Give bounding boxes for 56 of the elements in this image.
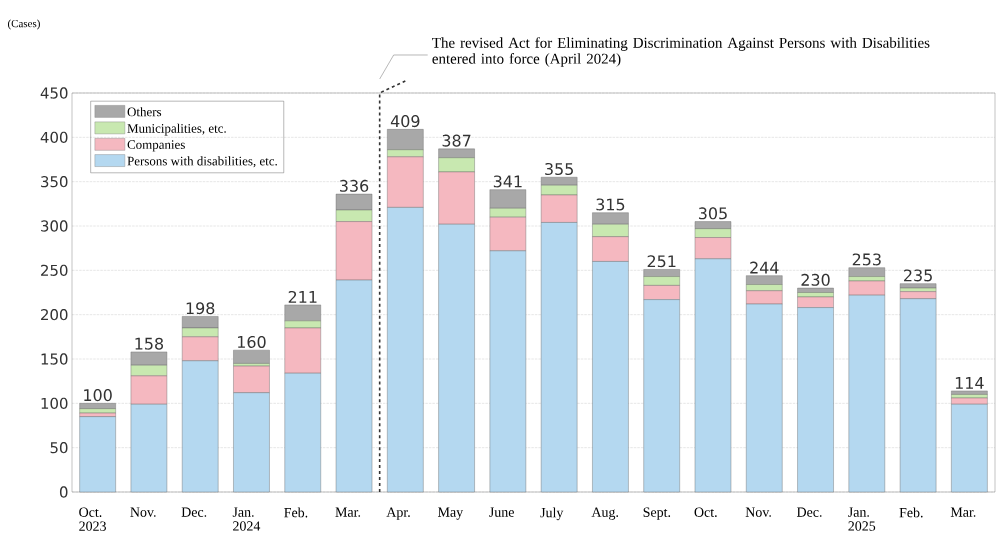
bar [951,390,988,395]
y-tick-label: 100 [41,397,68,409]
total-label: 251 [647,255,676,268]
y-tick-label: 300 [41,220,68,232]
y-tick-label: 150 [41,353,68,365]
x-tick-label: Jan. 2025 [848,507,876,531]
bar [233,349,270,364]
total-label: 114 [955,377,984,389]
x-tick-label: Mar. [950,507,976,517]
total-label: 355 [545,162,573,176]
y-tick-label: 350 [41,176,68,188]
x-tick-label: Oct. [694,507,717,517]
x-tick-label: May [438,507,464,520]
x-tick-label: Nov. [745,507,771,517]
legend-label: Municipalities, etc. [127,123,226,136]
x-tick-label: Dec. [796,507,822,517]
x-tick-label: Apr. [386,507,410,520]
y-tick-label: 450 [40,87,68,99]
x-tick-label: Mar. [335,507,361,517]
total-label: 158 [135,337,164,350]
total-label: 230 [801,273,830,286]
x-tick-label: June [489,507,514,517]
bar [848,267,886,277]
total-label: 235 [904,269,932,282]
total-label: 341 [493,175,522,188]
total-label: 198 [186,302,215,315]
total-label: 253 [852,253,881,266]
text: (Cases) [8,19,40,30]
total-label: 387 [442,134,471,147]
legend-label: Others [127,107,162,117]
x-tick-label: Nov. [130,507,156,517]
y-tick-label: 400 [40,131,68,143]
total-label: 315 [596,198,625,211]
total-label: 211 [288,290,317,303]
x-tick-label: Sept. [643,507,671,520]
total-label: 244 [750,261,779,274]
total-label: 305 [698,207,727,220]
x-tick-label: Oct. 2023 [79,507,106,531]
y-tick-label: 200 [41,309,68,321]
y-tick-label: 250 [41,264,68,276]
legend-label: Companies [127,140,185,152]
x-tick-label: Aug. [591,507,618,520]
x-tick-label: July [540,507,564,521]
total-label: 409 [390,115,420,128]
x-tick-label: Jan. 2024 [232,507,261,531]
total-label: 160 [238,335,266,348]
total-label: 100 [84,389,112,402]
total-label: 336 [340,179,369,192]
legend-label: Persons with disabilities, etc. [127,156,277,168]
ref-line-label: The revised Act for Eliminating Discrimination Against Persons with Disabilities entered into force (April 2024) [432,37,930,67]
x-tick-label: Feb. [899,507,923,518]
y-tick-label: 0 [59,486,68,498]
y-tick-label: 50 [50,442,68,454]
x-tick-label: Dec. [181,507,207,517]
x-tick-label: Feb. [284,507,308,518]
bar [797,287,834,293]
